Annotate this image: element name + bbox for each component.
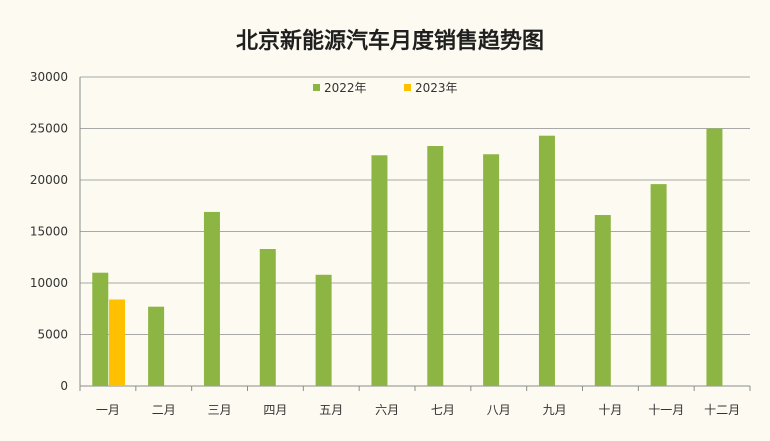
x-tick-label: 三月	[208, 403, 232, 417]
x-tick-label: 八月	[487, 403, 511, 417]
bar-2022年-一月	[92, 272, 109, 386]
x-tick-label: 七月	[431, 403, 455, 417]
bar-2022年-七月	[427, 146, 444, 386]
y-tick-label: 0	[60, 379, 68, 393]
legend-swatch	[313, 84, 320, 91]
bar-2022年-三月	[203, 211, 220, 386]
gridlines	[80, 76, 750, 335]
chart-title: 北京新能源汽车月度销售趋势图	[236, 28, 544, 54]
x-tick-label: 六月	[375, 403, 399, 417]
axes: 0 5000 10000 15000 20000 25000 30000 一月 二月 三月 四月 五月…	[30, 70, 751, 417]
bar-2022年-十一月	[650, 184, 667, 386]
bar-2022年-六月	[371, 155, 388, 386]
y-tick-label: 10000	[30, 276, 68, 290]
legend-label: 2023年	[415, 81, 458, 95]
bar-2022年-二月	[148, 306, 165, 386]
y-tick-label: 25000	[30, 122, 68, 136]
bar-2022年-十二月	[706, 128, 723, 386]
y-tick-label: 30000	[30, 70, 68, 84]
legend-swatch	[404, 84, 411, 91]
bar-2022年-十月	[594, 215, 611, 386]
legend: 2022年 2023年	[313, 81, 458, 95]
bar-2023年-一月	[109, 299, 126, 386]
y-tick-label: 15000	[30, 225, 68, 239]
x-tick-label: 十月	[598, 403, 622, 417]
x-tick-label: 五月	[319, 403, 343, 417]
legend-label: 2022年	[324, 81, 367, 95]
x-tick-label: 四月	[263, 403, 287, 417]
x-tick-label: 九月	[543, 403, 567, 417]
x-tick-label: 十二月	[704, 403, 740, 417]
x-tick-label: 十一月	[648, 403, 684, 417]
y-tick-label: 5000	[37, 328, 68, 342]
bar-2022年-八月	[483, 154, 500, 386]
bar-2022年-五月	[315, 274, 332, 386]
bar-2022年-九月	[538, 135, 555, 386]
bar-2022年-四月	[259, 249, 276, 386]
bars	[92, 128, 723, 386]
x-tick-label: 二月	[152, 403, 176, 417]
x-tick-label: 一月	[96, 403, 120, 417]
y-tick-label: 20000	[30, 173, 68, 187]
